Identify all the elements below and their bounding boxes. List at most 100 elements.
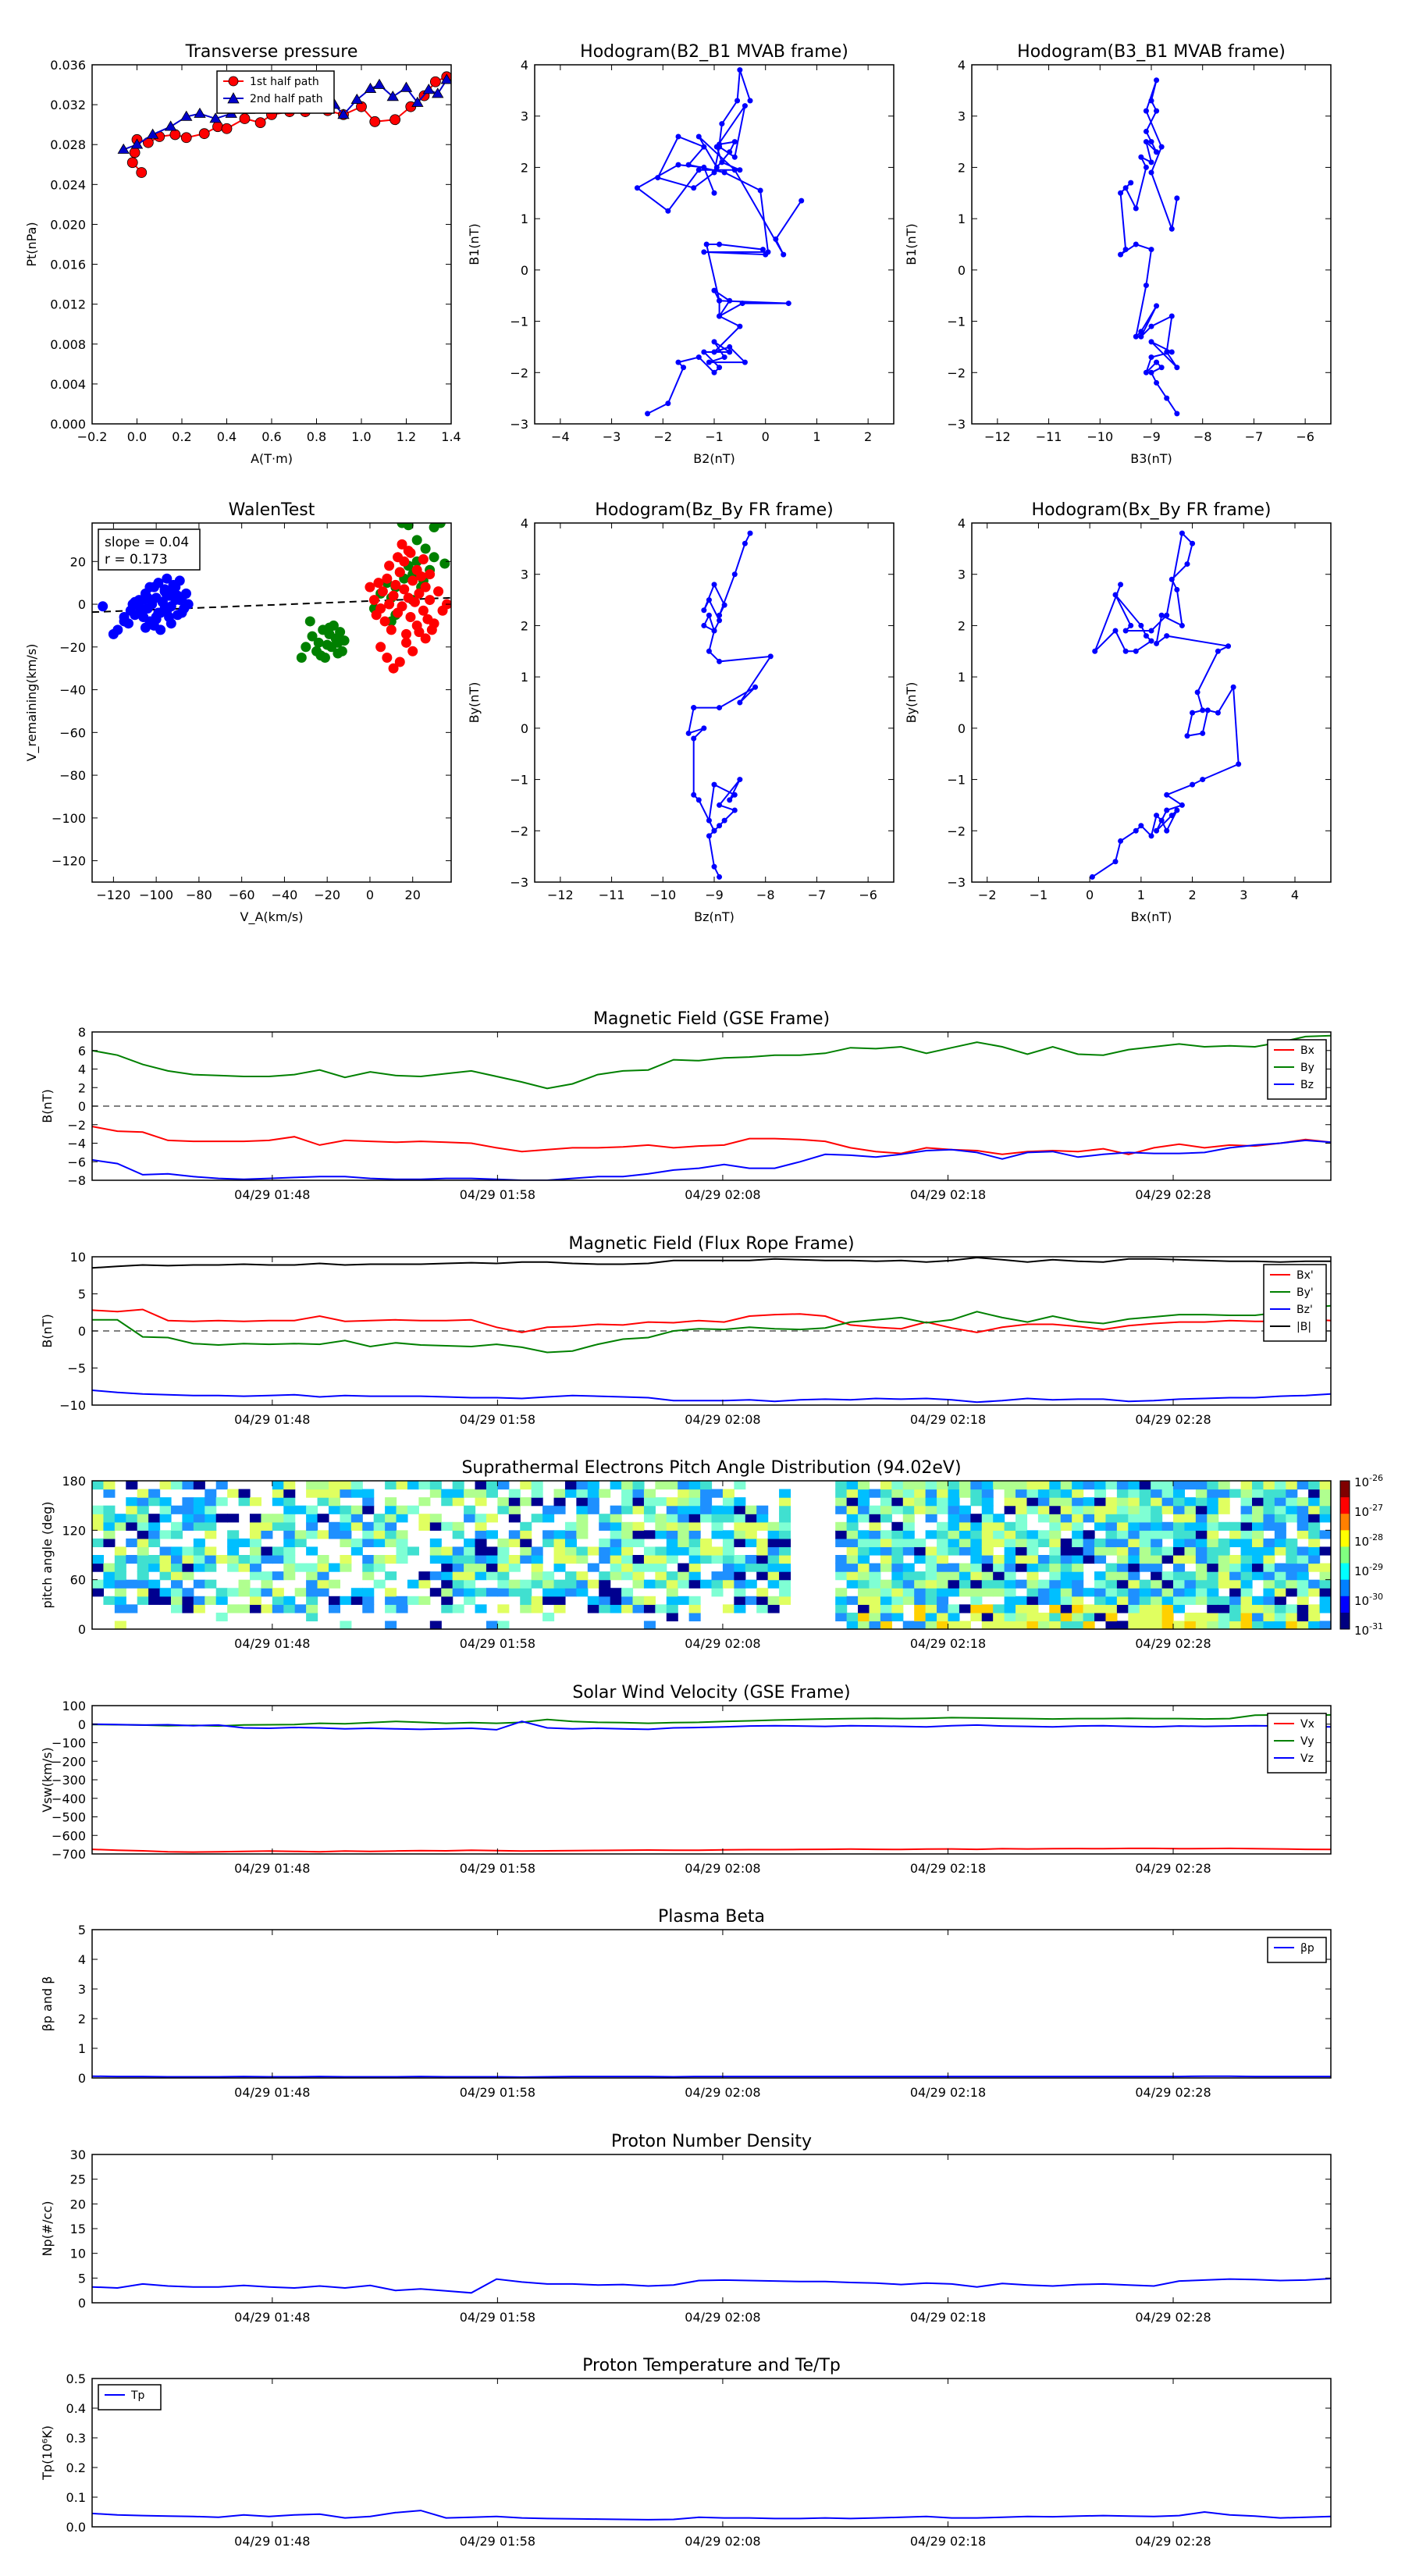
colorbar-label: 10-31 <box>1354 1621 1383 1638</box>
pad-cell <box>1229 1596 1242 1605</box>
pad-cell <box>981 1489 994 1498</box>
chart-hodogram-b3-b1: Hodogram(B3_B1 MVAB frame)−3−2−101234−12… <box>904 42 1332 466</box>
pad-cell <box>869 1621 881 1629</box>
data-point <box>335 627 346 638</box>
data-point <box>313 637 324 648</box>
pad-cell <box>722 1604 735 1614</box>
pad-cell <box>486 1563 498 1572</box>
pad-cell <box>1151 1481 1163 1490</box>
data-point <box>717 705 723 711</box>
data-point <box>146 128 159 139</box>
y-tick-label: 4 <box>958 516 966 531</box>
pad-cell <box>508 1563 521 1572</box>
pad-cell <box>1105 1621 1118 1629</box>
plot-area <box>634 67 805 417</box>
pad-cell <box>272 1546 284 1556</box>
y-tick-label: 6 <box>78 1044 86 1059</box>
y-tick-label: 20 <box>70 554 86 569</box>
pad-cell <box>441 1604 454 1614</box>
pad-cell <box>1128 1555 1140 1564</box>
pad-cell <box>1263 1604 1275 1614</box>
pad-cell <box>475 1514 487 1523</box>
pad-cell <box>497 1497 510 1507</box>
pad-cell <box>756 1596 769 1605</box>
data-point <box>324 622 335 633</box>
pad-cell <box>373 1530 386 1539</box>
pad-cell <box>170 1505 183 1514</box>
pad-cell <box>925 1588 937 1597</box>
legend-entry: Vy <box>1300 1735 1314 1748</box>
pad-cell <box>1139 1521 1151 1531</box>
data-point <box>727 797 733 803</box>
data-point <box>1168 349 1175 355</box>
pad-cell <box>328 1497 340 1507</box>
pad-cell <box>925 1612 937 1622</box>
x-tick-label: 04/29 02:08 <box>685 2534 760 2549</box>
pad-cell <box>688 1546 701 1556</box>
pad-cell <box>148 1521 161 1531</box>
y-tick-label: −100 <box>52 1736 86 1751</box>
pad-cell <box>1263 1563 1275 1572</box>
data-point <box>435 523 446 528</box>
pad-cell <box>745 1596 757 1605</box>
pad-cell <box>846 1621 859 1629</box>
series-line-Vx <box>92 1847 1331 1853</box>
pad-cell <box>835 1481 848 1490</box>
pad-cell <box>1139 1588 1151 1597</box>
pad-cell <box>1161 1588 1174 1597</box>
pad-cell <box>599 1596 611 1605</box>
pad-cell <box>632 1579 645 1589</box>
pad-cell <box>350 1596 363 1605</box>
pad-cell <box>576 1546 589 1556</box>
pad-cell <box>1161 1546 1174 1556</box>
annotation-line: r = 0.173 <box>105 552 168 568</box>
data-point <box>411 96 424 107</box>
data-point <box>364 82 377 93</box>
x-tick-label: −20 <box>314 888 340 902</box>
pad-cell <box>1240 1588 1253 1597</box>
pad-cell <box>193 1514 205 1523</box>
data-point <box>1143 128 1149 134</box>
pad-cell <box>317 1481 329 1490</box>
pad-cell <box>1184 1505 1197 1514</box>
pad-cell <box>1049 1514 1062 1523</box>
pad-cell <box>328 1596 340 1605</box>
data-point <box>752 684 759 690</box>
data-point <box>781 251 787 258</box>
chart-hodogram-b2-b1: Hodogram(B2_B1 MVAB frame)−3−2−101234−4−… <box>467 42 895 466</box>
pad-cell <box>227 1514 240 1523</box>
pad-cell <box>902 1546 915 1556</box>
y-tick-label: 180 <box>62 1474 86 1489</box>
data-point <box>400 81 413 92</box>
pad-cell <box>249 1521 262 1531</box>
pad-cell <box>114 1521 126 1531</box>
pad-cell <box>170 1571 183 1581</box>
pad-cell <box>385 1521 397 1531</box>
colorbar-frame <box>1339 1480 1350 1630</box>
pad-cell <box>205 1505 217 1514</box>
pad-cell <box>407 1579 419 1589</box>
pad-cell <box>1151 1621 1163 1629</box>
pad-cell <box>835 1571 848 1581</box>
y-axis-label: B(nT) <box>40 1314 55 1347</box>
legend-box <box>1267 1937 1327 1963</box>
pad-cell <box>1229 1530 1242 1539</box>
pad-cell <box>441 1596 454 1605</box>
pad-cell <box>643 1579 656 1589</box>
data-point <box>1164 827 1170 834</box>
pad-cell <box>283 1530 296 1539</box>
pad-cell <box>1173 1514 1186 1523</box>
pad-cell <box>858 1612 870 1622</box>
pad-cell <box>643 1555 656 1564</box>
data-point <box>747 530 753 536</box>
data-point <box>1154 379 1160 386</box>
colorbar-segment <box>1340 1514 1350 1531</box>
data-point <box>138 595 149 606</box>
pad-cell <box>666 1521 678 1531</box>
pad-cell <box>1128 1596 1140 1605</box>
pad-cell <box>418 1596 431 1605</box>
pad-cell <box>1263 1621 1275 1629</box>
y-tick-label: 10 <box>70 1250 86 1265</box>
pad-cell <box>1161 1571 1174 1581</box>
chart-title: Plasma Beta <box>658 1907 765 1927</box>
